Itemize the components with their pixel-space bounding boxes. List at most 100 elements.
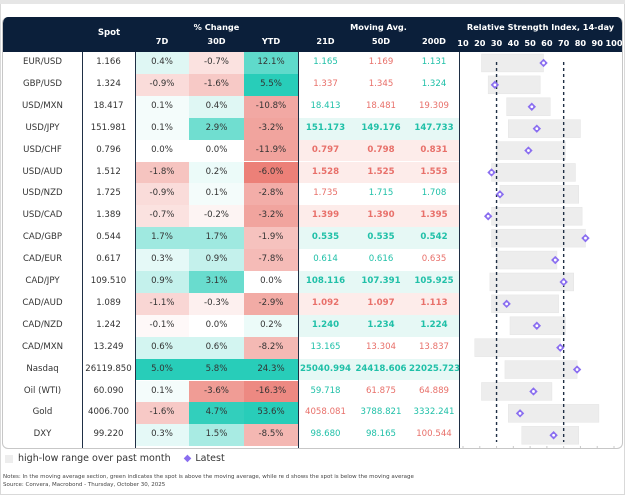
header-200d: 200D [422,36,446,46]
rsi-marker-center [493,83,497,87]
cell-ytd: 0.2% [244,314,298,337]
cell-ytd: 12.1% [244,52,298,74]
cell-ma21: 151.173 [298,117,353,140]
cell-d30: 4.7% [189,402,244,425]
cell-ytd: -3.2% [244,117,298,140]
cell-spot: 13.249 [93,341,124,352]
diamond-marker-icon: ◆ [183,453,192,464]
divider-change-ma [298,52,299,448]
table-row: CAD/JPY 109.510 0.9% 3.1% 0.0% 108.116 107.391… [3,271,622,293]
cell-d30: 0.2% [189,161,244,184]
divider-ma-rsi [459,52,460,448]
header-7d: 7D [155,36,169,46]
rsi-range-bar [491,207,583,226]
rsi-range-bar [487,75,541,95]
cell-ma21: 1.240 [298,314,353,337]
cell-d30: 0.6% [189,336,244,359]
rsi-marker-center [584,236,587,240]
rsi-marker-center [527,149,530,152]
rsi-range-bar [491,228,586,248]
cell-ma200: 0.542 [409,227,459,250]
cell-ma50: 1.345 [368,78,394,89]
cell-name: CAD/GBP [22,232,63,243]
rsi-marker-center [530,105,534,109]
range-swatch-icon [5,454,13,463]
cell-ytd: -8.5% [244,424,298,447]
cell-ma50: 61.875 [365,385,397,396]
cell-name: CAD/AUD [22,297,63,308]
cell-ytd: -11.9% [244,139,298,162]
cell-spot: 99.220 [93,429,124,440]
cell-ma200: 100.544 [416,429,452,440]
cell-ma200: 147.733 [409,117,459,140]
rsi-marker-center [505,302,509,306]
cell-ma200: 13.837 [418,341,450,352]
header-rsi-title: Relative Strength Index, 14-day [466,22,615,32]
cell-ma50: 1.390 [353,205,409,228]
rsi-range-bar [491,163,576,182]
cell-d30: -1.6% [189,73,244,96]
cell-ma50: 0.535 [353,227,409,250]
cell-ma200: 64.889 [418,385,450,396]
table-row: USD/JPY 151.981 0.1% 2.9% -3.2% 151.173 149.17… [3,117,622,140]
table-row: CAD/AUD 1.089 -1.1% -0.3% -2.9% 1.092 1.097 1.1… [3,292,622,315]
rsi-range-bar [489,272,574,292]
table-header: Spot % Change 7D 30D YTD Moving Avg. 21D… [3,17,622,52]
cell-ma50: 1.097 [353,292,409,315]
cell-ma50: 98.165 [365,429,397,440]
cell-d30: 5.8% [189,358,244,381]
cell-ma200: 1.395 [409,205,459,228]
cell-ma200: 19.309 [418,100,450,111]
table-row: CAD/GBP 0.544 1.7% 1.7% -1.9% 0.535 0.535 0.542 [3,227,622,250]
cell-ytd: -6.0% [244,161,298,184]
table-row: USD/NZD 1.725 -0.9% 0.1% -2.8% 1.735 1.715 1.70… [3,183,622,206]
cell-ma50: 107.391 [353,271,409,293]
cell-ma21: 1.165 [313,57,338,67]
divider-label-spot [82,52,83,448]
table-row: GBP/USD 1.324 -0.9% -1.6% 5.5% 1.337 1.345 1.32… [3,73,622,96]
cell-ytd: -3.2% [244,205,298,228]
table-row: Oil (WTI) 60.090 0.1% -3.6% -16.3% 59.718 61.8… [3,380,622,403]
cell-spot: 1.725 [96,188,121,199]
cell-d7: 0.4% [135,52,189,74]
cell-name: USD/CHF [23,144,62,155]
rsi-range-bar [499,185,580,204]
cell-ytd: 24.3% [244,358,298,381]
cell-d30: -0.2% [189,205,244,228]
source-line: Source: Convera, Macrobond - Thursday, O… [3,482,166,488]
cell-d7: 0.0% [135,139,189,162]
cell-ma50: 0.616 [368,254,394,265]
cell-d7: 1.7% [135,227,189,250]
cell-d30: 0.0% [189,139,244,162]
cell-ma200: 1.224 [409,314,459,337]
cell-spot: 0.796 [96,144,121,155]
rsi-marker-center [490,171,493,174]
rsi-marker-center [518,411,522,415]
rsi-tick-label: 90 [592,38,604,48]
cell-d7: -1.8% [135,161,189,184]
table-row: Gold 4006.700 -1.6% 4.7% 53.6% 4058.081 3788.8… [3,402,622,425]
legend-range-label: high-low range over past month [18,453,171,464]
cell-ma200: 1.131 [421,57,447,67]
cell-ytd: 5.5% [244,73,298,96]
cell-d30: -3.6% [189,380,244,403]
table-row: CAD/NZD 1.242 -0.1% 0.0% 0.2% 1.240 1.234 1.224 [3,314,622,337]
cell-ytd: -7.8% [244,249,298,271]
rsi-marker-center [535,127,539,131]
cell-ma200: 1.113 [409,292,459,315]
table-row: DXY 99.220 0.3% 1.5% -8.5% 98.680 98.165 100.54… [3,424,622,447]
cell-d30: -0.7% [189,52,244,74]
top-band [0,0,625,4]
table-row: CAD/MXN 13.249 0.6% 0.6% -8.2% 13.165 13.304 13… [3,336,622,359]
header-30d: 30D [207,36,226,46]
cell-ma200: 1.708 [421,188,447,199]
cell-d7: -0.9% [135,73,189,96]
cell-d30: 3.1% [189,271,244,293]
cell-ma200: 1.324 [421,78,447,89]
notes: Notes: In the moving average section, gr… [3,473,414,489]
cell-spot: 18.417 [93,100,124,111]
rsi-chart: 10 20 30 40 50 60 70 80 90 100 [457,38,622,448]
header-ytd: YTD [261,36,281,46]
cell-name: DXY [33,429,52,440]
cell-spot: 1.089 [96,297,121,308]
